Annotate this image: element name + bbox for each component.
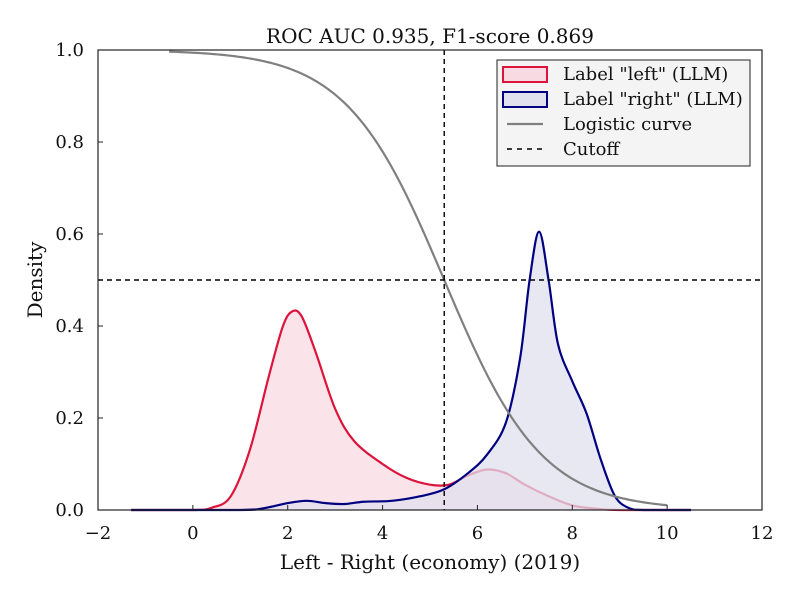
density-fill-left (131, 310, 691, 510)
y-axis: 0.0 0.2 0.4 0.6 0.8 1.0 (55, 40, 103, 521)
x-tick-label: 4 (377, 523, 388, 544)
legend-swatch-left (502, 66, 548, 83)
density-fill-right (131, 231, 691, 510)
x-tick-label: 2 (282, 523, 293, 544)
x-tick-label: 10 (656, 523, 679, 544)
x-axis: −2 0 2 4 6 8 10 12 (85, 505, 774, 544)
x-tick-label: 8 (567, 523, 578, 544)
plot-frame (97, 49, 763, 511)
x-axis-label: Left - Right (economy) (2019) (280, 550, 580, 574)
y-tick-label: 0.8 (55, 132, 84, 153)
legend-label: Logistic curve (563, 114, 692, 135)
x-tick-label: 6 (472, 523, 483, 544)
x-tick-label: 0 (187, 523, 198, 544)
legend-label: Cutoff (563, 139, 620, 160)
y-tick-label: 0.4 (55, 316, 84, 337)
x-tick-label: −2 (85, 523, 112, 544)
density-line-right (131, 230, 691, 512)
logistic-curve (169, 50, 668, 507)
legend-label: Label "left" (LLM) (563, 64, 728, 85)
legend-swatch-right (502, 91, 548, 108)
y-tick-label: 1.0 (55, 40, 84, 61)
chart-title: ROC AUC 0.935, F1-score 0.869 (266, 24, 594, 48)
plot-area (98, 50, 762, 512)
y-tick-label: 0.6 (55, 224, 84, 245)
y-axis-label: Density (23, 241, 47, 318)
y-tick-label: 0.0 (55, 500, 84, 521)
legend: Label "left" (LLM) Label "right" (LLM) Log… (496, 59, 751, 167)
legend-label: Label "right" (LLM) (563, 89, 743, 110)
x-tick-label: 12 (751, 523, 774, 544)
y-tick-label: 0.2 (55, 408, 84, 429)
